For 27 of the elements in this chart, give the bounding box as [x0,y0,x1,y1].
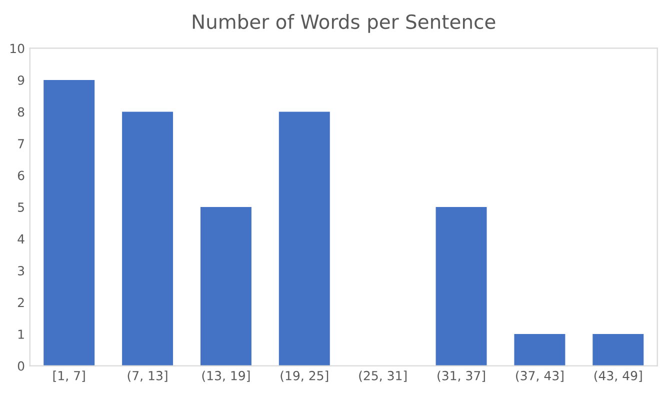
x-tick-label: (13, 19] [202,370,250,382]
bar [436,207,487,366]
x-tick-label: [1, 7] [53,370,85,382]
bar [122,112,174,366]
x-tick-label: (19, 25] [280,370,328,382]
y-tick-label: 6 [18,170,24,180]
x-tick-label: (31, 37] [438,370,485,382]
y-tick-label: 2 [18,298,24,308]
bar [44,80,95,366]
chart-title: Number of Words per Sentence [192,14,496,33]
y-tick-label: 9 [18,75,24,85]
y-tick-label: 8 [18,107,24,117]
x-tick-label: (25, 31] [359,370,407,382]
x-tick-label: (43, 49] [594,370,642,382]
y-tick-label: 3 [18,266,24,276]
x-tick-label: (7, 13] [128,370,168,382]
y-tick-label: 7 [18,139,24,148]
y-tick-label: 1 [18,330,24,339]
y-tick-label: 0 [18,361,24,371]
bar [514,334,566,366]
bar [200,207,252,366]
y-tick-label: 5 [18,202,24,212]
bar [278,112,330,366]
bar [592,334,644,366]
y-tick-label: 10 [10,44,24,54]
x-tick-label: (37, 43] [516,370,564,382]
y-tick-label: 4 [18,234,24,244]
